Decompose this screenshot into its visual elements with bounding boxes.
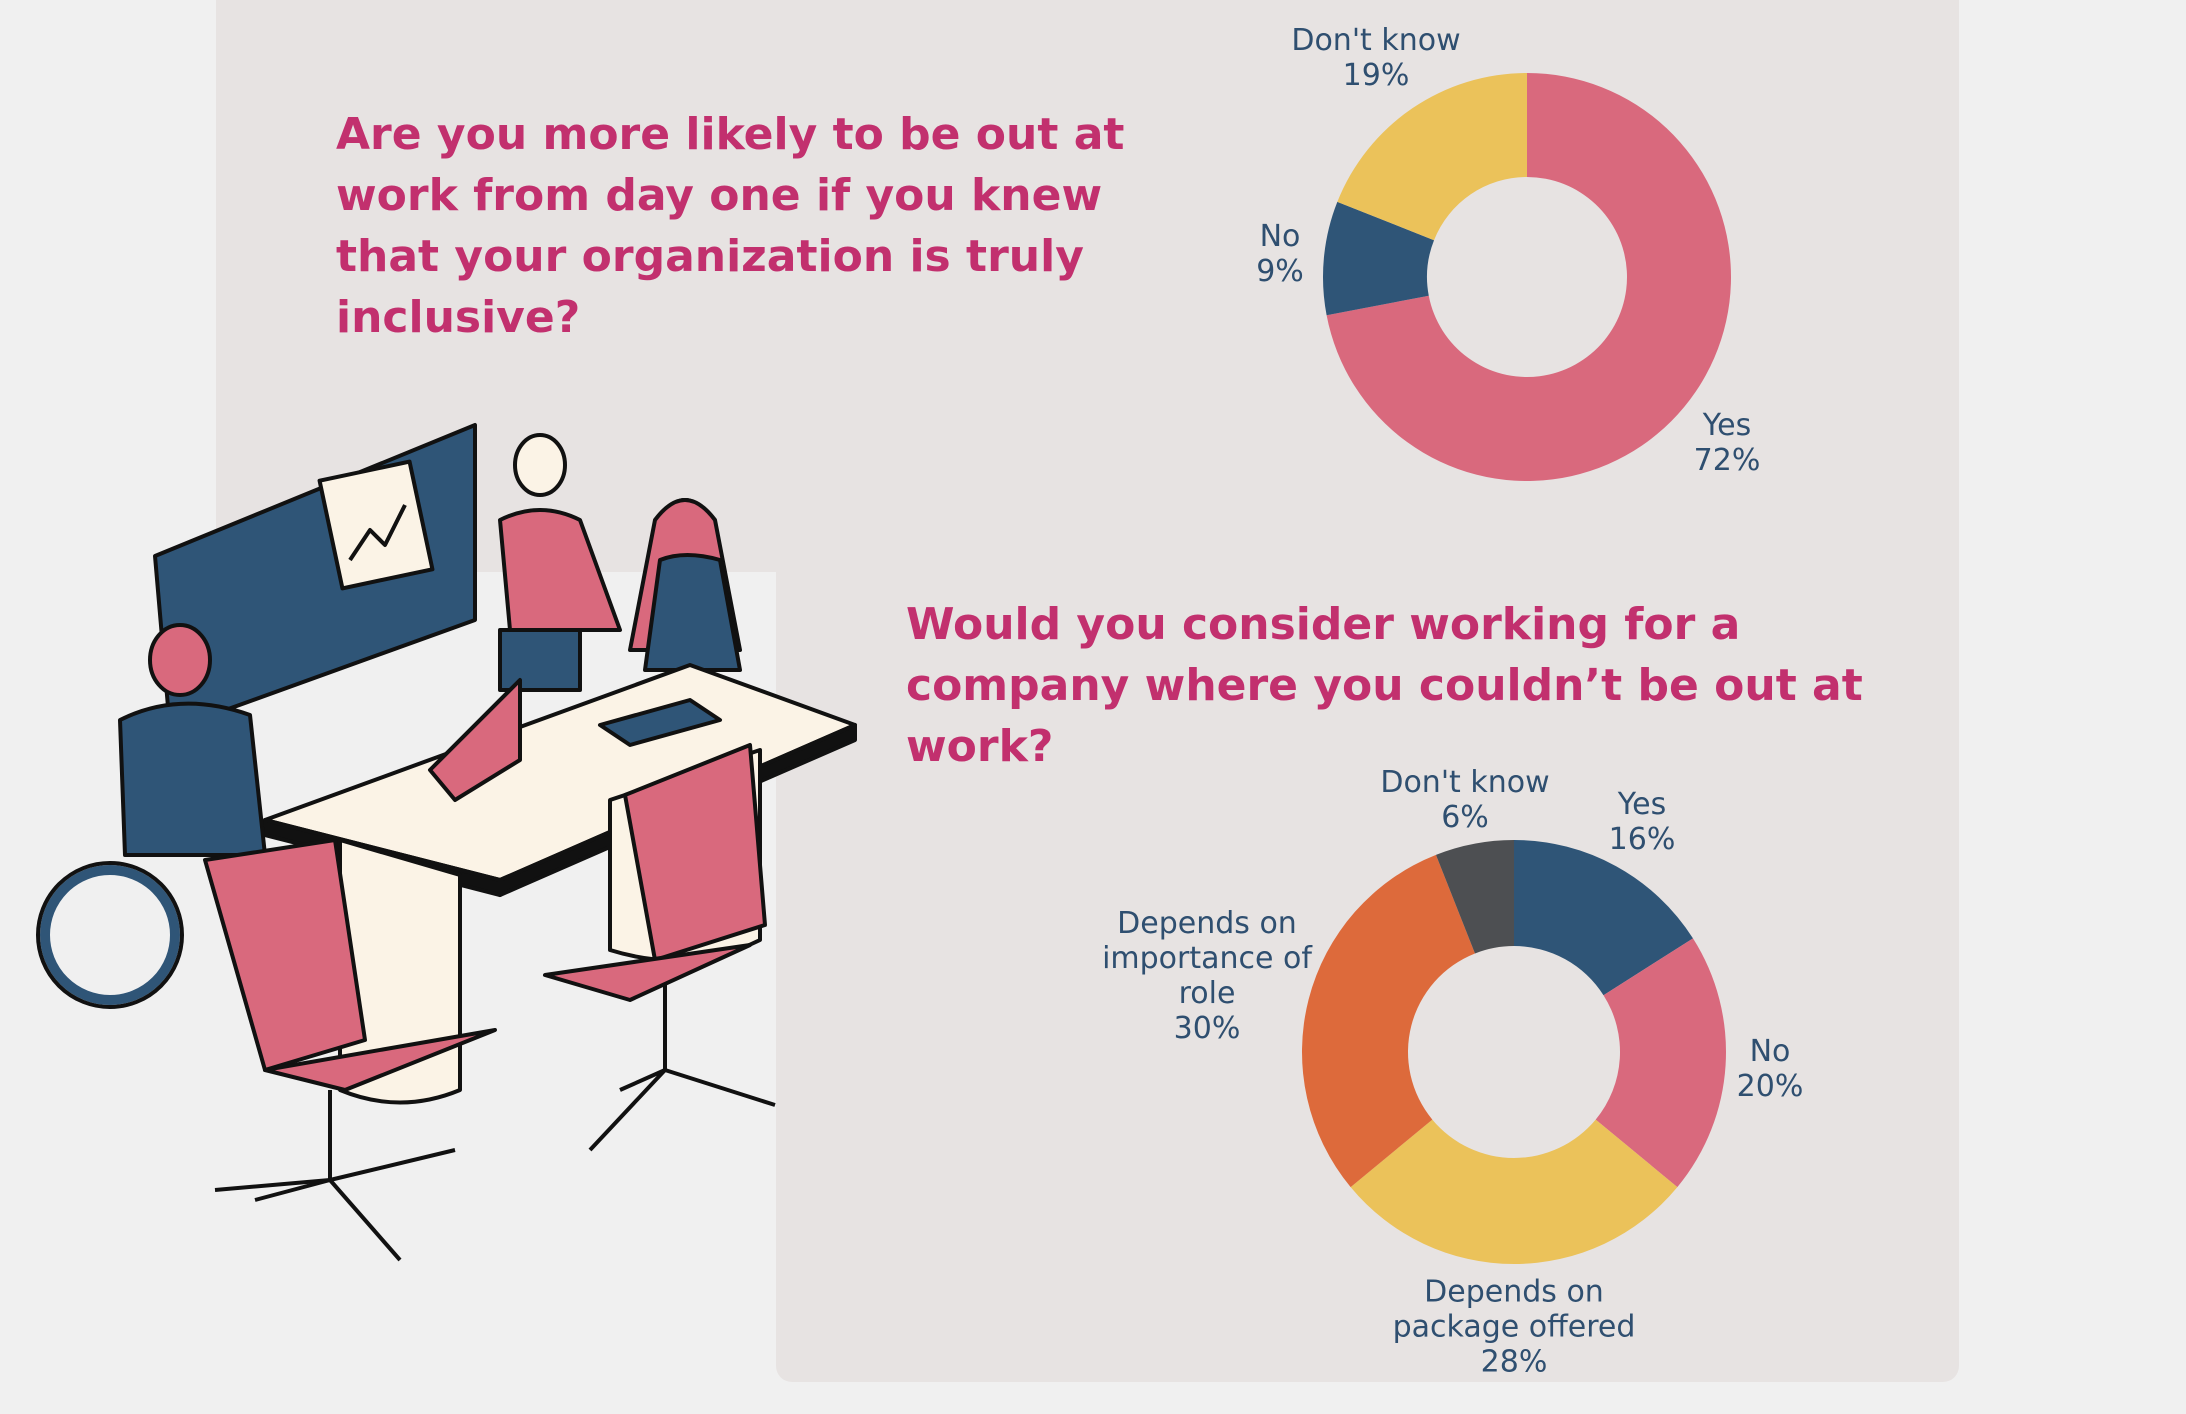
category-name: Yes bbox=[1617, 787, 1667, 822]
percent-label: 20% bbox=[1736, 1069, 1804, 1104]
slice-label: Depends on package offered 28% bbox=[1389, 1275, 1639, 1380]
slice-label: Depends on importance of role 30% bbox=[1102, 906, 1312, 1046]
donut-slice bbox=[1595, 938, 1726, 1188]
donut-slice bbox=[1337, 73, 1527, 241]
donut-slice bbox=[1323, 201, 1435, 316]
donut-slice bbox=[1514, 840, 1693, 996]
donut-slice bbox=[1350, 1119, 1678, 1264]
category-name: Depends on package offered bbox=[1392, 1274, 1636, 1345]
slice-label: Don't know 6% bbox=[1365, 765, 1565, 835]
percent-label: 6% bbox=[1441, 800, 1489, 835]
category-name: No bbox=[1749, 1034, 1791, 1069]
donut-slice bbox=[1302, 854, 1475, 1188]
percent-label: 30% bbox=[1173, 1011, 1241, 1046]
category-name: Yes bbox=[1702, 408, 1752, 443]
donut-slice bbox=[1326, 73, 1732, 482]
percent-label: 72% bbox=[1693, 443, 1761, 478]
category-name: Don't know bbox=[1291, 23, 1461, 58]
percent-label: 19% bbox=[1342, 58, 1410, 93]
question-title: Are you more likely to be out at work fr… bbox=[336, 109, 1125, 343]
percent-label: 28% bbox=[1480, 1344, 1548, 1380]
slice-label: Yes 16% bbox=[1572, 787, 1712, 857]
question-title: Would you consider working for a company… bbox=[906, 599, 1863, 772]
category-name: Depends on importance of role bbox=[1102, 906, 1312, 1011]
slice-label: Yes 72% bbox=[1627, 408, 1827, 478]
percent-label: 9% bbox=[1256, 254, 1304, 289]
slice-label: Don't know 19% bbox=[1266, 23, 1486, 93]
illustration bbox=[36, 423, 857, 1262]
donut-slice bbox=[1435, 840, 1514, 954]
category-name: Don't know bbox=[1380, 765, 1550, 800]
percent-label: 16% bbox=[1608, 822, 1676, 857]
category-name: No bbox=[1259, 219, 1301, 254]
slice-label: No 20% bbox=[1700, 1034, 1840, 1104]
slice-label: No 9% bbox=[1180, 219, 1380, 289]
panel bbox=[216, 0, 1959, 1382]
